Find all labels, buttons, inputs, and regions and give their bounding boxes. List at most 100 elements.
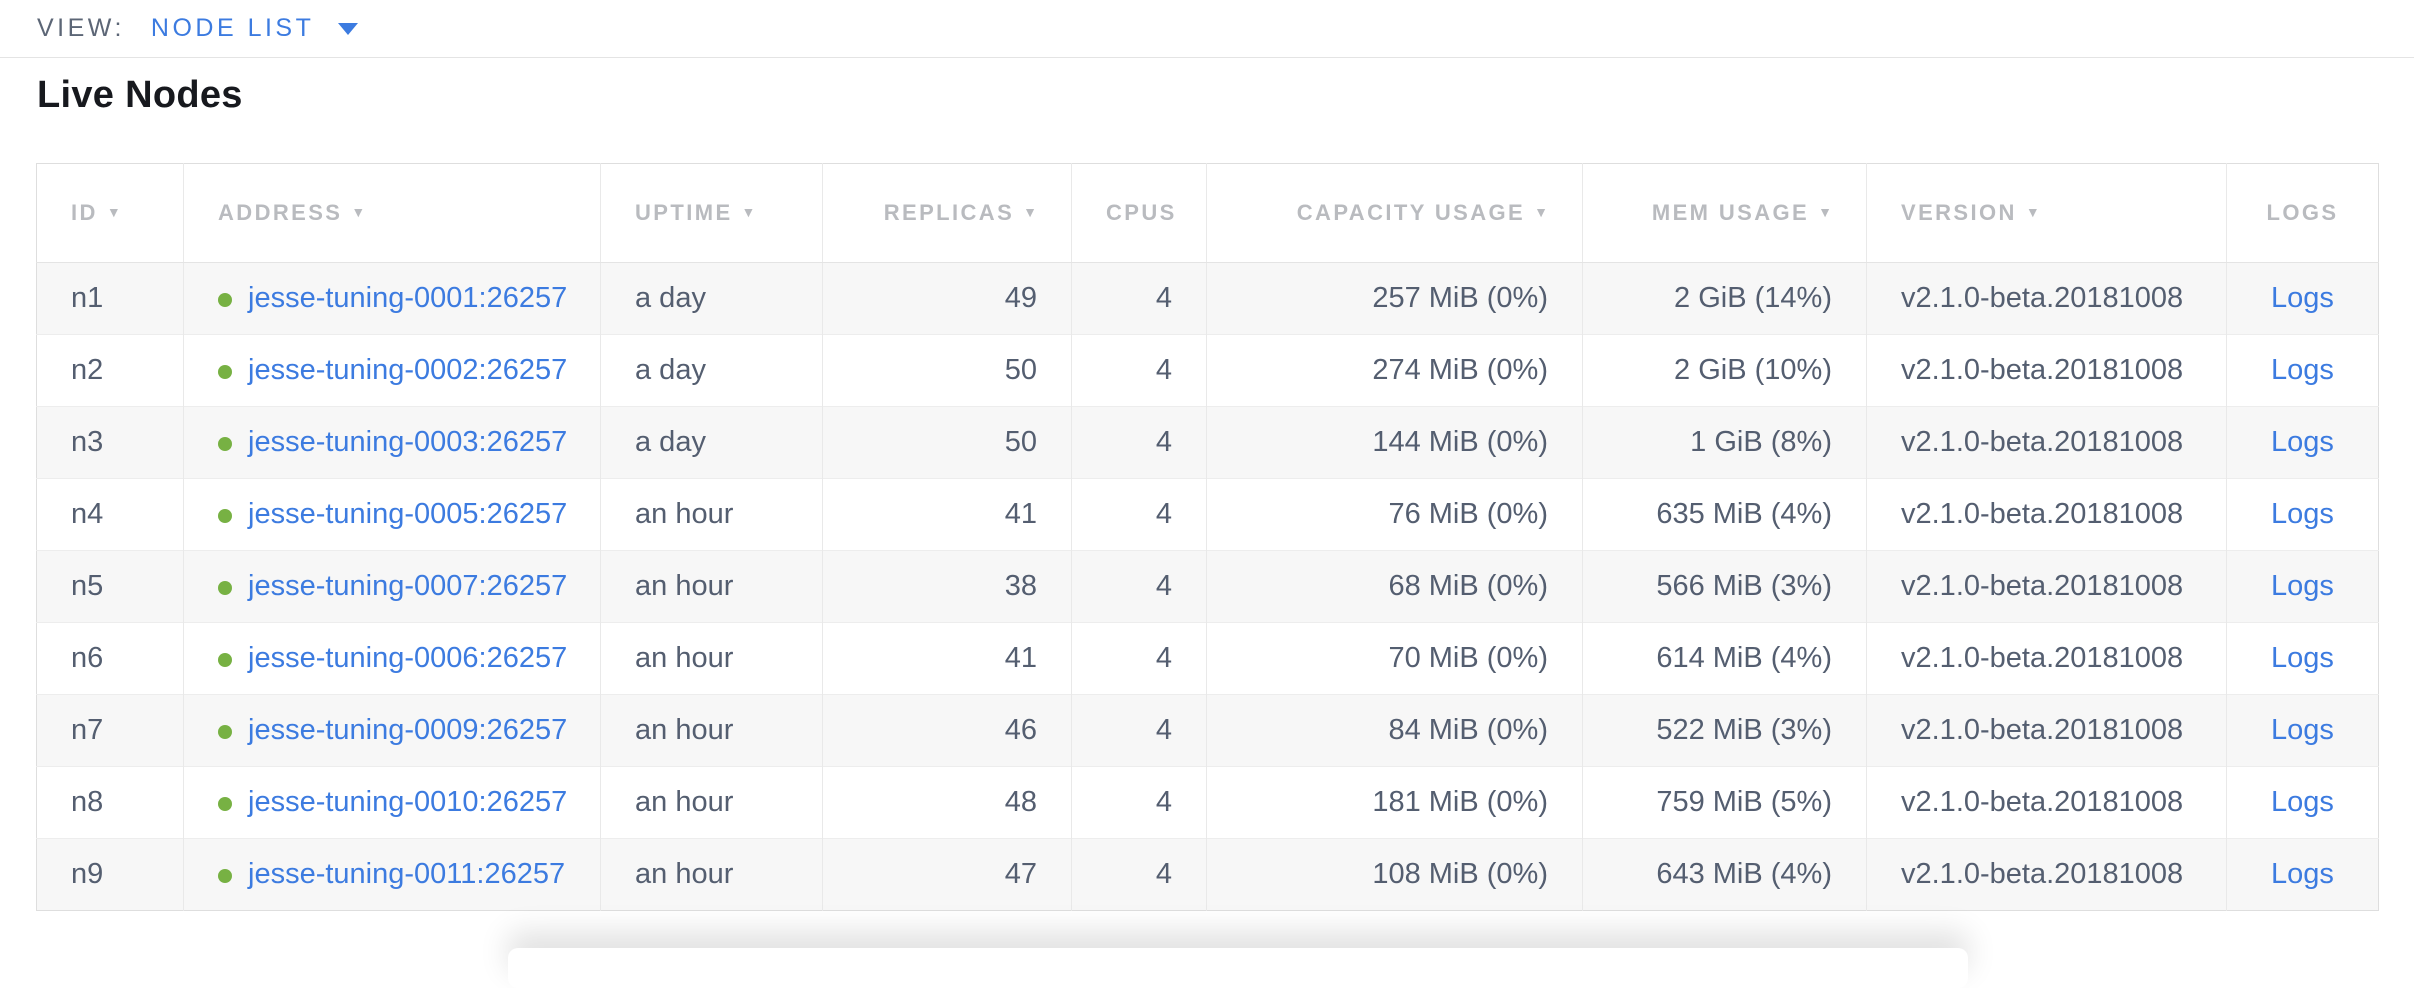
live-status-icon	[218, 581, 232, 595]
cell-logs: Logs	[2226, 766, 2379, 839]
cell-replicas: 49	[822, 262, 1072, 335]
sort-desc-icon: ▼	[1534, 204, 1548, 220]
cell-cpus: 4	[1071, 622, 1207, 695]
column-label: VERSION	[1901, 200, 2017, 225]
node-address-link[interactable]: jesse-tuning-0007:26257	[248, 570, 568, 602]
logs-link[interactable]: Logs	[2271, 282, 2334, 314]
table-row: n3 jesse-tuning-0003:26257 a day 50 4 144 MiB…	[36, 406, 2379, 479]
table-row: n8 jesse-tuning-0010:26257 an hour 48 4 181 M…	[36, 766, 2379, 839]
table-row: n5 jesse-tuning-0007:26257 an hour 38 4 68 Mi…	[36, 550, 2379, 623]
cell-cpus: 4	[1071, 478, 1207, 551]
cell-address: jesse-tuning-0005:26257	[183, 478, 601, 551]
cell-address: jesse-tuning-0002:26257	[183, 334, 601, 407]
logs-link[interactable]: Logs	[2271, 714, 2334, 746]
cell-uptime: an hour	[600, 766, 823, 839]
cell-replicas: 41	[822, 622, 1072, 695]
cell-capacity: 68 MiB (0%)	[1206, 550, 1583, 623]
cell-address: jesse-tuning-0010:26257	[183, 766, 601, 839]
cell-replicas: 38	[822, 550, 1072, 623]
cell-id: n2	[36, 334, 184, 407]
column-header-uptime[interactable]: UPTIME ▼	[600, 163, 823, 263]
logs-link[interactable]: Logs	[2271, 498, 2334, 530]
column-label: CPUS	[1106, 200, 1177, 225]
cell-address: jesse-tuning-0009:26257	[183, 694, 601, 767]
cell-uptime: a day	[600, 334, 823, 407]
cell-version: v2.1.0-beta.20181008	[1866, 406, 2227, 479]
cell-version: v2.1.0-beta.20181008	[1866, 262, 2227, 335]
column-header-address[interactable]: ADDRESS ▼	[183, 163, 601, 263]
cell-version: v2.1.0-beta.20181008	[1866, 550, 2227, 623]
column-label: REPLICAS	[883, 200, 1015, 225]
logs-link[interactable]: Logs	[2271, 570, 2334, 602]
below-fold-shadow	[508, 948, 1968, 988]
cell-address: jesse-tuning-0001:26257	[183, 262, 601, 335]
live-status-icon	[218, 509, 232, 523]
cell-uptime: an hour	[600, 550, 823, 623]
cell-logs: Logs	[2226, 334, 2379, 407]
table-row: n1 jesse-tuning-0001:26257 a day 49 4 257 MiB…	[36, 262, 2379, 335]
table-row: n9 jesse-tuning-0011:26257 an hour 47 4 108 M…	[36, 838, 2379, 911]
cell-cpus: 4	[1071, 694, 1207, 767]
cell-version: v2.1.0-beta.20181008	[1866, 694, 2227, 767]
cell-mem: 1 GiB (8%)	[1582, 406, 1867, 479]
live-status-icon	[218, 653, 232, 667]
cell-version: v2.1.0-beta.20181008	[1866, 838, 2227, 911]
node-address-link[interactable]: jesse-tuning-0001:26257	[248, 282, 568, 314]
logs-link[interactable]: Logs	[2271, 858, 2334, 890]
column-label: LOGS	[2266, 200, 2339, 225]
column-label: ID	[71, 200, 98, 225]
cell-id: n1	[71, 282, 104, 314]
node-address-link[interactable]: jesse-tuning-0010:26257	[248, 786, 568, 818]
cell-logs: Logs	[2226, 838, 2379, 911]
cell-uptime: an hour	[600, 838, 823, 911]
logs-link[interactable]: Logs	[2271, 426, 2334, 458]
cell-mem: 2 GiB (10%)	[1582, 334, 1867, 407]
logs-link[interactable]: Logs	[2271, 354, 2334, 386]
cell-capacity: 70 MiB (0%)	[1206, 622, 1583, 695]
column-header-capacity[interactable]: CAPACITY USAGE ▼	[1206, 163, 1583, 263]
live-nodes-table: ID ▼ ADDRESS ▼ UPTIME ▼ REPLICAS ▼ CPUS CAPACITY …	[36, 163, 2379, 911]
cell-version: v2.1.0-beta.20181008	[1866, 478, 2227, 551]
table-row: n4 jesse-tuning-0005:26257 an hour 41 4 76 Mi…	[36, 478, 2379, 551]
cell-cpus: 4	[1071, 766, 1207, 839]
column-header-version[interactable]: VERSION ▼	[1866, 163, 2227, 263]
column-header-replicas[interactable]: REPLICAS ▼	[822, 163, 1072, 263]
table-header-row: ID ▼ ADDRESS ▼ UPTIME ▼ REPLICAS ▼ CPUS CAPACITY …	[36, 163, 2379, 263]
page-title: Live Nodes	[37, 74, 243, 116]
cell-address: jesse-tuning-0003:26257	[183, 406, 601, 479]
node-address-link[interactable]: jesse-tuning-0009:26257	[248, 714, 568, 746]
cell-cpus: 4	[1071, 334, 1207, 407]
cell-id: n5	[36, 550, 184, 623]
cell-uptime: a day	[600, 262, 823, 335]
table-body: n1 jesse-tuning-0001:26257 a day 49 4 257 MiB…	[36, 262, 2379, 911]
cell-replicas: 50	[822, 334, 1072, 407]
cell-id: n7	[36, 694, 184, 767]
logs-link[interactable]: Logs	[2271, 642, 2334, 674]
cell-address: jesse-tuning-0006:26257	[183, 622, 601, 695]
cell-mem: 643 MiB (4%)	[1582, 838, 1867, 911]
node-address-link[interactable]: jesse-tuning-0005:26257	[248, 498, 568, 530]
view-dropdown[interactable]: NODE LIST	[151, 14, 359, 43]
cell-capacity: 257 MiB (0%)	[1206, 262, 1583, 335]
cell-replicas: 50	[822, 406, 1072, 479]
cell-replicas: 41	[822, 478, 1072, 551]
cell-version: v2.1.0-beta.20181008	[1866, 334, 2227, 407]
cell-version: v2.1.0-beta.20181008	[1866, 622, 2227, 695]
cell-capacity: 274 MiB (0%)	[1206, 334, 1583, 407]
column-header-id[interactable]: ID ▼	[36, 163, 184, 263]
cell-version: v2.1.0-beta.20181008	[1866, 766, 2227, 839]
cell-mem: 614 MiB (4%)	[1582, 622, 1867, 695]
node-address-link[interactable]: jesse-tuning-0006:26257	[248, 642, 568, 674]
node-address-link[interactable]: jesse-tuning-0011:26257	[248, 858, 566, 890]
column-label: MEM USAGE	[1651, 200, 1810, 225]
column-header-mem[interactable]: MEM USAGE ▼	[1582, 163, 1867, 263]
node-address-link[interactable]: jesse-tuning-0003:26257	[248, 426, 568, 458]
cell-capacity: 108 MiB (0%)	[1206, 838, 1583, 911]
column-header-cpus: CPUS	[1071, 163, 1207, 263]
cell-cpus: 4	[1071, 262, 1207, 335]
cell-mem: 635 MiB (4%)	[1582, 478, 1867, 551]
logs-link[interactable]: Logs	[2271, 786, 2334, 818]
node-address-link[interactable]: jesse-tuning-0002:26257	[248, 354, 568, 386]
cell-mem: 759 MiB (5%)	[1582, 766, 1867, 839]
cell-logs: Logs	[2226, 694, 2379, 767]
